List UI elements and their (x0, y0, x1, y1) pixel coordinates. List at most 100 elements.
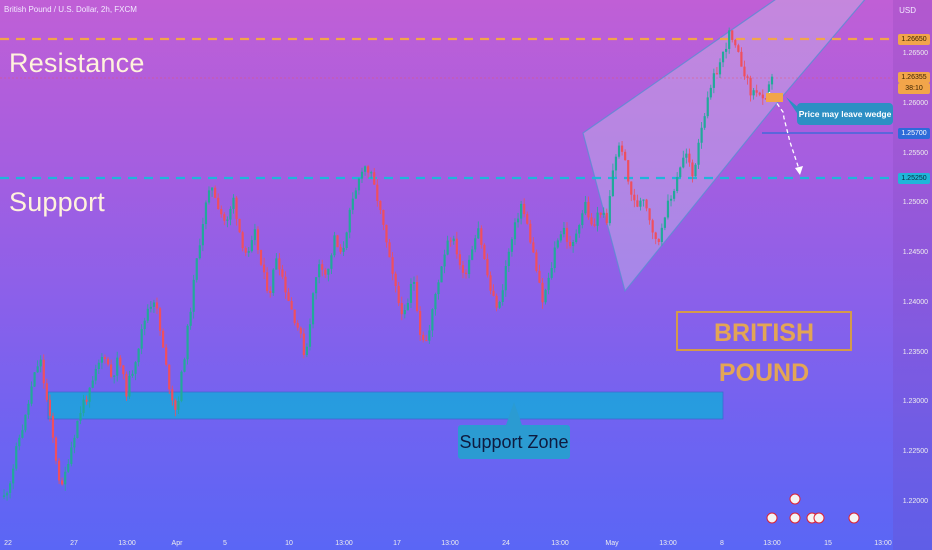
candle-body (324, 269, 327, 275)
candle-body (593, 224, 596, 226)
candle-body (67, 463, 70, 472)
candle-body (403, 310, 406, 315)
candle-body (676, 176, 679, 191)
candle-body (70, 447, 73, 464)
candle-body (244, 248, 247, 253)
time-tick: 5 (223, 540, 227, 547)
candle-body (204, 202, 208, 225)
candle-body (434, 294, 437, 310)
candle-body (311, 293, 315, 325)
candle-body (764, 98, 767, 100)
candle-body (758, 92, 761, 95)
candle-body (256, 229, 260, 250)
candle-body (721, 51, 725, 63)
candle-body (162, 330, 165, 348)
candle-body (731, 30, 734, 40)
candle-body (486, 258, 489, 276)
candle-body (669, 198, 673, 201)
candle-body (694, 164, 697, 177)
candle-body (73, 437, 76, 448)
chart-title: British Pound / U.S. Dollar, 2h, FXCM (4, 5, 137, 14)
price-tick: 1.26500 (902, 49, 928, 57)
time-tick: 10 (285, 540, 293, 547)
candle-body (529, 223, 532, 243)
candle-body (526, 214, 529, 224)
candle-body (36, 366, 39, 373)
candle-body (247, 251, 250, 253)
candle-body (422, 334, 425, 341)
time-tick: 13:00 (441, 540, 459, 547)
candle-body (440, 266, 443, 283)
candle-body (220, 208, 223, 215)
candle-body (232, 197, 235, 209)
time-tick: May (605, 540, 619, 547)
candle-body (174, 400, 177, 410)
candle-body (363, 166, 367, 172)
candle-body (64, 471, 67, 485)
candle-body (109, 364, 113, 377)
candle-body (149, 306, 152, 309)
candle-body (152, 302, 156, 307)
candle-body (373, 172, 376, 185)
candle-body (226, 219, 229, 221)
candle-body (581, 213, 584, 226)
candle-body (703, 116, 706, 128)
candle-body (535, 252, 538, 271)
countdown-tag: 38:10 (898, 83, 930, 94)
candle-body (198, 245, 201, 259)
candle-body (299, 327, 302, 334)
candle-body (158, 308, 162, 331)
candle-body (302, 333, 305, 356)
candle-body (587, 201, 590, 218)
candle-body (752, 90, 755, 96)
candle-body (474, 238, 477, 250)
time-tick: 13:00 (551, 540, 569, 547)
candle-body (412, 281, 416, 284)
candle-body (651, 220, 654, 233)
time-tick: Apr (171, 540, 183, 547)
time-tick: 22 (4, 540, 12, 547)
candle-body (510, 239, 514, 252)
candle-body (12, 468, 15, 484)
support-label: Support (9, 187, 105, 217)
candle-body (140, 328, 143, 349)
support-price-tag: 1.25250 (898, 173, 930, 184)
candles-group (2, 27, 774, 501)
candle-body (61, 480, 64, 485)
candle-body (155, 302, 159, 309)
candle-body (516, 218, 520, 223)
candle-body (351, 198, 354, 210)
candle-body (504, 266, 507, 291)
candle-body (513, 222, 517, 240)
support-zone-pointer (506, 402, 522, 425)
time-tick: 13:00 (118, 540, 136, 547)
candle-body (498, 301, 501, 308)
time-tick: 13:00 (335, 540, 353, 547)
candle-body (259, 249, 263, 265)
candle-body (761, 94, 764, 99)
time-tick: 13:00 (763, 540, 781, 547)
candle-body (183, 359, 186, 372)
candle-body (272, 269, 275, 294)
candle-body (106, 358, 110, 365)
candle-body (654, 232, 657, 239)
candle-body (428, 330, 431, 341)
candle-body (709, 87, 712, 98)
candle-body (281, 269, 284, 277)
candle-body (446, 240, 449, 255)
candle-body (318, 264, 321, 278)
candle-body (657, 238, 660, 242)
candle-body (624, 151, 627, 161)
candle-body (339, 247, 342, 252)
candle-body (746, 76, 749, 78)
candle-body (443, 254, 446, 267)
candle-body (18, 437, 21, 447)
candle-body (168, 364, 171, 390)
candle-body (30, 386, 33, 404)
candle-body (97, 362, 100, 369)
candle-body (131, 373, 134, 376)
candle-body (452, 238, 455, 242)
candle-body (596, 212, 599, 226)
